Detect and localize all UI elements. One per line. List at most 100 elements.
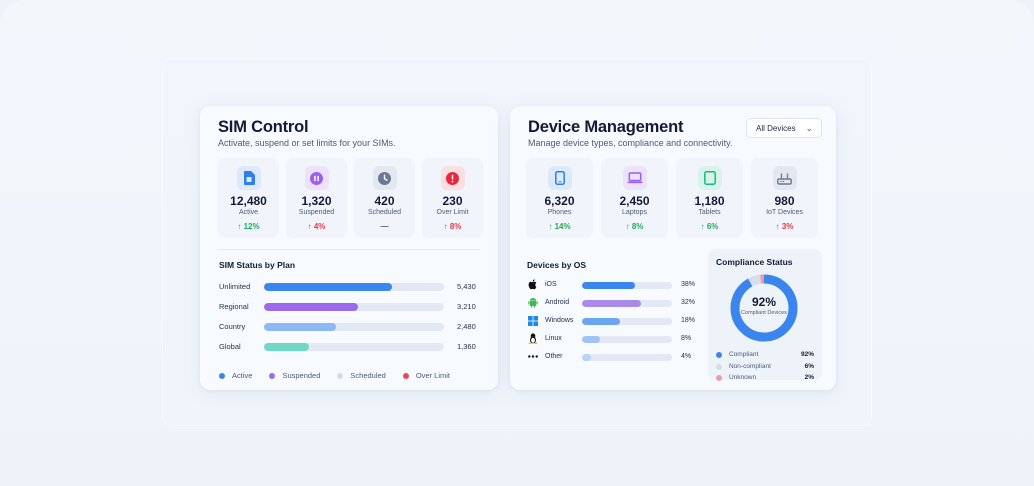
os-bar-track — [582, 282, 672, 289]
router-icon — [772, 166, 797, 190]
legend-item-over-limit[interactable]: Over Limit — [402, 371, 451, 380]
os-row-ios[interactable]: iOS 38% — [527, 279, 695, 291]
plan-bar-fill — [264, 323, 336, 331]
os-bar-fill — [582, 300, 642, 307]
device-management-subtitle: Manage device types, compliance and conn… — [528, 138, 733, 148]
stat-active[interactable]: 12,480 Active ↑ 12% — [218, 158, 279, 238]
legend-label: Scheduled — [350, 371, 386, 380]
stat-value: 420 — [374, 194, 395, 208]
android-icon — [527, 297, 538, 308]
stat-iot-devices[interactable]: 980 IoT Devices ↑ 3% — [751, 158, 818, 238]
plans-title: SIM Status by Plan — [219, 260, 296, 270]
stat-label: Suspended — [298, 209, 335, 216]
alert-icon — [440, 166, 465, 190]
laptop-icon — [622, 166, 647, 190]
stat-over-limit[interactable]: 230 Over Limit ↑ 8% — [422, 158, 483, 238]
os-label: Windows — [545, 317, 574, 324]
os-title: Devices by OS — [527, 260, 587, 270]
legend-dot — [716, 352, 722, 358]
donut-chart — [730, 274, 798, 342]
donut-value: 92% — [751, 295, 777, 309]
plan-bar-track — [264, 303, 444, 311]
device-filter-dropdown[interactable]: All Devices ⌄ — [746, 118, 822, 138]
legend-label: Over Limit — [415, 371, 451, 380]
divider — [218, 249, 480, 250]
device-management-card: Device Management Manage device types, c… — [510, 106, 836, 390]
stat-change: ↑ 3% — [775, 222, 794, 231]
os-row-windows[interactable]: Windows 18% — [527, 315, 695, 327]
stat-phones[interactable]: 6,320 Phones ↑ 14% — [526, 158, 593, 238]
stat-value: 1,320 — [301, 194, 332, 208]
stat-tablets[interactable]: 1,180 Tablets ↑ 6% — [676, 158, 743, 238]
clock-icon — [372, 166, 397, 190]
stat-value: 980 — [774, 194, 795, 208]
sim-card-icon — [236, 166, 261, 190]
plan-bar-track — [264, 323, 444, 331]
device-stats-row: 6,320 Phones ↑ 14% 2,450 Laptops ↑ 8% 1,… — [526, 158, 818, 238]
donut-center: 92% Compliant Devices — [729, 273, 799, 343]
phone-icon — [547, 166, 572, 190]
plan-row-unlimited[interactable]: Unlimited 5,430 — [219, 281, 479, 293]
legend-item-scheduled[interactable]: Scheduled — [337, 371, 386, 380]
compliance-label: Non-compliant — [729, 363, 771, 370]
plan-bar-track — [264, 283, 444, 291]
os-row-other[interactable]: Other 4% — [527, 351, 695, 363]
legend-item-suspended[interactable]: Suspended — [269, 371, 320, 380]
os-bar-fill — [582, 354, 591, 361]
windows-icon — [527, 315, 538, 326]
stat-change: ↑ 14% — [548, 222, 571, 231]
compliance-row-non-compliant[interactable]: Non-compliant 6% — [716, 362, 814, 372]
stat-value: 6,320 — [544, 194, 575, 208]
plan-value: 3,210 — [457, 302, 476, 311]
legend-dot — [337, 372, 344, 379]
os-bar-fill — [582, 318, 620, 325]
stat-label: Scheduled — [367, 209, 402, 216]
os-label: Android — [545, 299, 570, 306]
plan-bar-fill — [264, 303, 358, 311]
os-value: 38% — [681, 281, 696, 288]
compliance-label: Unknown — [729, 374, 757, 381]
legend-dot — [716, 375, 722, 381]
stat-label: Active — [238, 209, 259, 216]
stat-label: IoT Devices — [766, 209, 803, 216]
plan-row-global[interactable]: Global 1,360 — [219, 341, 479, 353]
os-bar-fill — [582, 336, 600, 343]
compliance-value: 92% — [800, 351, 814, 358]
os-bar-track — [582, 336, 672, 343]
stat-laptops[interactable]: 2,450 Laptops ↑ 8% — [601, 158, 668, 238]
stat-change: — — [380, 222, 389, 231]
legend-item-active[interactable]: Active — [219, 371, 252, 380]
stat-change: ↑ 8% — [625, 222, 644, 231]
plan-row-country[interactable]: Country 2,480 — [219, 321, 479, 333]
stat-scheduled[interactable]: 420 Scheduled — — [354, 158, 415, 238]
stat-change: ↑ 6% — [700, 222, 719, 231]
stat-suspended[interactable]: 1,320 Suspended ↑ 4% — [286, 158, 347, 238]
plan-label: Regional — [219, 302, 249, 311]
compliance-row-unknown[interactable]: Unknown 2% — [716, 373, 814, 383]
os-row-linux[interactable]: Linux 8% — [527, 333, 695, 345]
plan-row-regional[interactable]: Regional 3,210 — [219, 301, 479, 313]
more-icon — [527, 351, 538, 362]
compliance-label: Compliant — [729, 351, 759, 358]
compliance-row-compliant[interactable]: Compliant 92% — [716, 350, 814, 360]
os-label: Other — [545, 353, 563, 360]
plan-value: 5,430 — [457, 282, 476, 291]
plan-bar-fill — [264, 283, 392, 291]
plan-bar-fill — [264, 343, 309, 351]
plan-label: Global — [219, 342, 241, 351]
compliance-value: 2% — [804, 374, 814, 381]
stat-value: 2,450 — [619, 194, 650, 208]
plan-label: Unlimited — [219, 282, 251, 291]
compliance-donut[interactable]: 92% Compliant Devices — [729, 273, 799, 343]
plan-value: 1,360 — [457, 342, 476, 351]
dropdown-value: All Devices — [756, 124, 796, 133]
os-row-android[interactable]: Android 32% — [527, 297, 695, 309]
plan-value: 2,480 — [457, 322, 476, 331]
stat-value: 230 — [442, 194, 463, 208]
legend-label: Suspended — [282, 371, 321, 380]
sim-control-title: SIM Control — [218, 118, 309, 136]
os-bar-track — [582, 300, 672, 307]
compliance-value: 6% — [804, 363, 814, 370]
compliance-title: Compliance Status — [716, 257, 793, 267]
stat-label: Tablets — [698, 209, 721, 216]
